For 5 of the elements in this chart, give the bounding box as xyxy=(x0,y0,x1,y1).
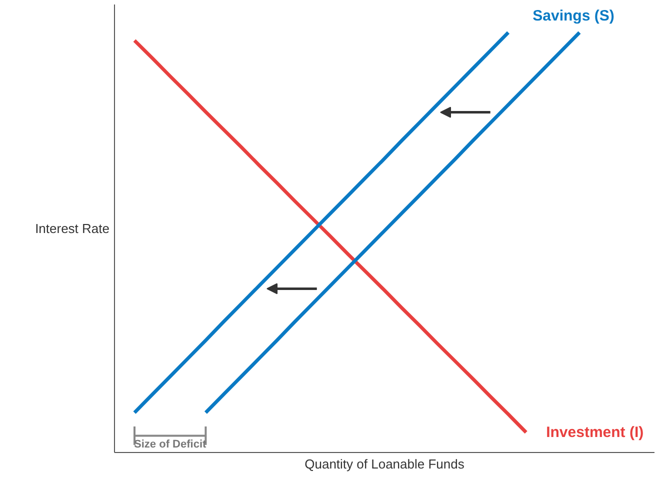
series-label: Savings (S) xyxy=(532,8,614,24)
y-axis-title: Interest Rate xyxy=(35,221,110,236)
series-label: Investment (I) xyxy=(546,424,644,441)
x-axis-title: Quantity of Loanable Funds xyxy=(304,456,465,472)
annotation: Size of Deficit xyxy=(134,438,206,451)
